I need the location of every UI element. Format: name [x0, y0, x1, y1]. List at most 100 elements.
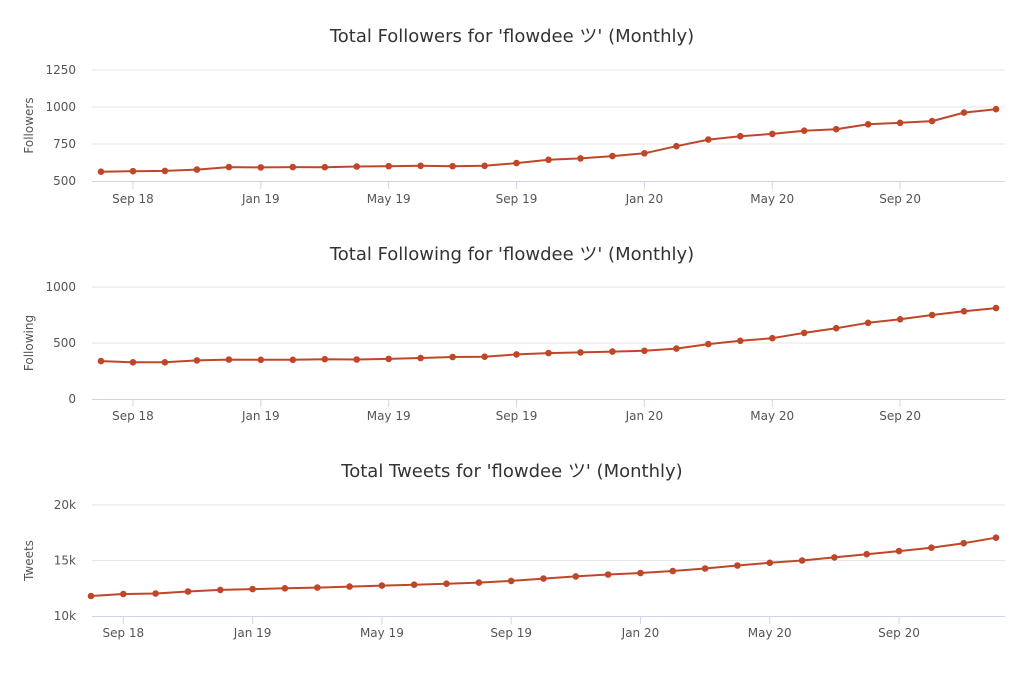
data-point[interactable]: [766, 559, 774, 567]
data-point[interactable]: [475, 579, 483, 586]
data-point[interactable]: [928, 544, 935, 551]
x-tick-label: Sep 18: [102, 626, 144, 640]
x-tick-label: May 20: [750, 409, 794, 423]
data-point[interactable]: [604, 571, 612, 578]
data-point[interactable]: [831, 554, 838, 561]
data-point[interactable]: [281, 585, 289, 592]
data-point[interactable]: [577, 155, 584, 162]
data-point[interactable]: [97, 357, 105, 365]
data-point[interactable]: [257, 356, 265, 364]
data-point[interactable]: [385, 355, 393, 363]
data-point[interactable]: [832, 125, 840, 133]
data-point[interactable]: [257, 164, 265, 171]
data-point[interactable]: [513, 159, 520, 167]
data-point[interactable]: [184, 588, 192, 595]
data-point[interactable]: [572, 573, 580, 580]
data-point[interactable]: [669, 567, 677, 575]
data-point[interactable]: [992, 105, 1000, 113]
data-point[interactable]: [960, 109, 968, 116]
data-point[interactable]: [87, 592, 95, 600]
data-point[interactable]: [798, 557, 806, 564]
data-point[interactable]: [577, 349, 584, 356]
data-point[interactable]: [737, 132, 744, 140]
data-point[interactable]: [609, 152, 616, 160]
data-point[interactable]: [863, 550, 870, 558]
data-point[interactable]: [705, 340, 712, 348]
x-tick-label: Sep 19: [490, 626, 532, 640]
data-point[interactable]: [864, 319, 872, 327]
x-tick-label: Jan 19: [241, 409, 280, 423]
data-point[interactable]: [545, 156, 552, 164]
data-point[interactable]: [769, 130, 776, 138]
data-point[interactable]: [673, 345, 680, 352]
x-tick-label: Sep 20: [878, 626, 920, 640]
x-tick-label: Jan 20: [625, 192, 664, 206]
data-point[interactable]: [97, 168, 105, 175]
data-point[interactable]: [449, 353, 456, 361]
data-point[interactable]: [609, 348, 616, 355]
data-point[interactable]: [449, 162, 456, 170]
data-point[interactable]: [832, 324, 840, 332]
data-point[interactable]: [481, 162, 488, 170]
data-point[interactable]: [129, 359, 137, 366]
data-point[interactable]: [545, 349, 552, 357]
data-point[interactable]: [769, 334, 776, 342]
data-point[interactable]: [217, 586, 224, 594]
data-point[interactable]: [443, 580, 450, 587]
x-tick-label: Sep 20: [879, 192, 921, 206]
data-point[interactable]: [314, 584, 321, 591]
data-point[interactable]: [864, 121, 872, 128]
data-point[interactable]: [673, 142, 680, 150]
data-point[interactable]: [513, 351, 520, 358]
data-point[interactable]: [225, 163, 233, 171]
data-point[interactable]: [705, 136, 712, 143]
data-point[interactable]: [960, 539, 967, 547]
data-point[interactable]: [737, 337, 744, 345]
x-tick-label: Jan 20: [625, 409, 664, 423]
data-point[interactable]: [249, 585, 256, 593]
data-point[interactable]: [321, 355, 329, 363]
data-point[interactable]: [129, 167, 137, 175]
data-point[interactable]: [928, 117, 936, 125]
data-point[interactable]: [637, 569, 644, 577]
data-point[interactable]: [289, 356, 297, 364]
chart-title: Total Following for 'flowdee ツ' (Monthly…: [329, 244, 694, 265]
data-point[interactable]: [193, 166, 201, 173]
data-point[interactable]: [896, 316, 904, 323]
data-point[interactable]: [353, 356, 361, 363]
data-point[interactable]: [161, 167, 169, 175]
data-point[interactable]: [641, 347, 648, 355]
data-point[interactable]: [992, 304, 1000, 312]
data-point[interactable]: [895, 547, 903, 555]
data-point[interactable]: [641, 150, 648, 157]
data-point[interactable]: [378, 582, 386, 589]
data-point[interactable]: [161, 359, 169, 366]
series-line: [90, 536, 997, 597]
data-point[interactable]: [152, 590, 159, 597]
data-point[interactable]: [701, 565, 709, 572]
data-point[interactable]: [896, 119, 904, 127]
data-point[interactable]: [193, 357, 201, 364]
data-point[interactable]: [960, 308, 968, 315]
data-point[interactable]: [385, 162, 393, 170]
data-point[interactable]: [481, 353, 488, 361]
data-point[interactable]: [800, 329, 808, 337]
data-point[interactable]: [289, 163, 297, 171]
data-point[interactable]: [120, 590, 127, 598]
y-axis-label: Following: [22, 315, 36, 371]
data-point[interactable]: [507, 577, 515, 585]
x-tick-label: Sep 19: [496, 409, 538, 423]
data-point[interactable]: [992, 534, 1000, 541]
data-point[interactable]: [346, 583, 353, 590]
data-point[interactable]: [225, 356, 233, 363]
x-tick-label: Jan 20: [621, 626, 660, 640]
data-point[interactable]: [417, 162, 424, 170]
data-point[interactable]: [410, 581, 418, 588]
data-point[interactable]: [800, 127, 808, 134]
data-point[interactable]: [417, 354, 424, 362]
data-point[interactable]: [928, 311, 936, 319]
data-point[interactable]: [540, 575, 547, 582]
data-point[interactable]: [321, 163, 329, 171]
data-point[interactable]: [734, 562, 741, 569]
data-point[interactable]: [353, 163, 361, 170]
